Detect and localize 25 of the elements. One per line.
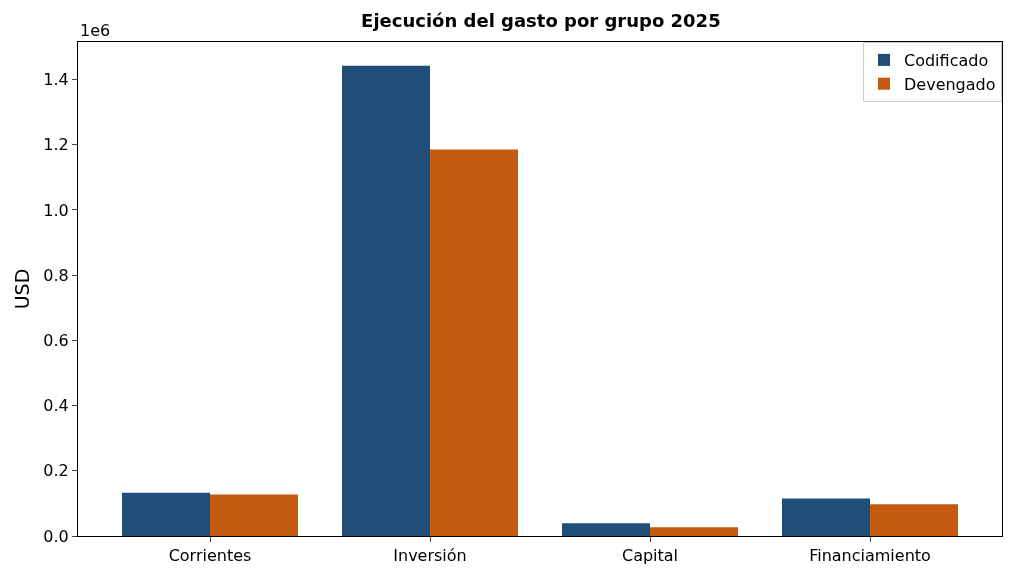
bar	[650, 527, 738, 536]
y-tick-label: 1.4	[43, 70, 69, 90]
x-tick-label: Financiamiento	[809, 546, 931, 566]
y-axis-title: USD	[11, 268, 34, 310]
text: 1e6	[80, 21, 111, 40]
x-tick-label: Capital	[621, 546, 679, 566]
y-tick-label: 1.0	[43, 200, 69, 220]
bar	[122, 492, 210, 536]
y-tick-label: 0.0	[43, 526, 69, 546]
y-tick-label: 0.4	[43, 396, 69, 416]
bar	[562, 523, 650, 536]
y-tick-label: 0.8	[43, 265, 69, 285]
bar	[782, 498, 870, 536]
chart-title: Ejecución del gasto por grupo 2025	[361, 9, 721, 31]
x-tick-label: Corrientes	[168, 546, 252, 566]
y-tick-label: 1.2	[43, 135, 69, 155]
bar	[430, 149, 518, 536]
bar	[210, 494, 298, 536]
legend-label: Codificado	[904, 51, 989, 71]
x-tick-label: Inversión	[393, 546, 467, 566]
bar	[342, 65, 430, 536]
y-tick-label: 0.2	[43, 461, 69, 481]
legend-label: Devengado	[904, 74, 996, 94]
y-tick-label: 0.6	[43, 330, 69, 350]
bar	[870, 504, 958, 536]
